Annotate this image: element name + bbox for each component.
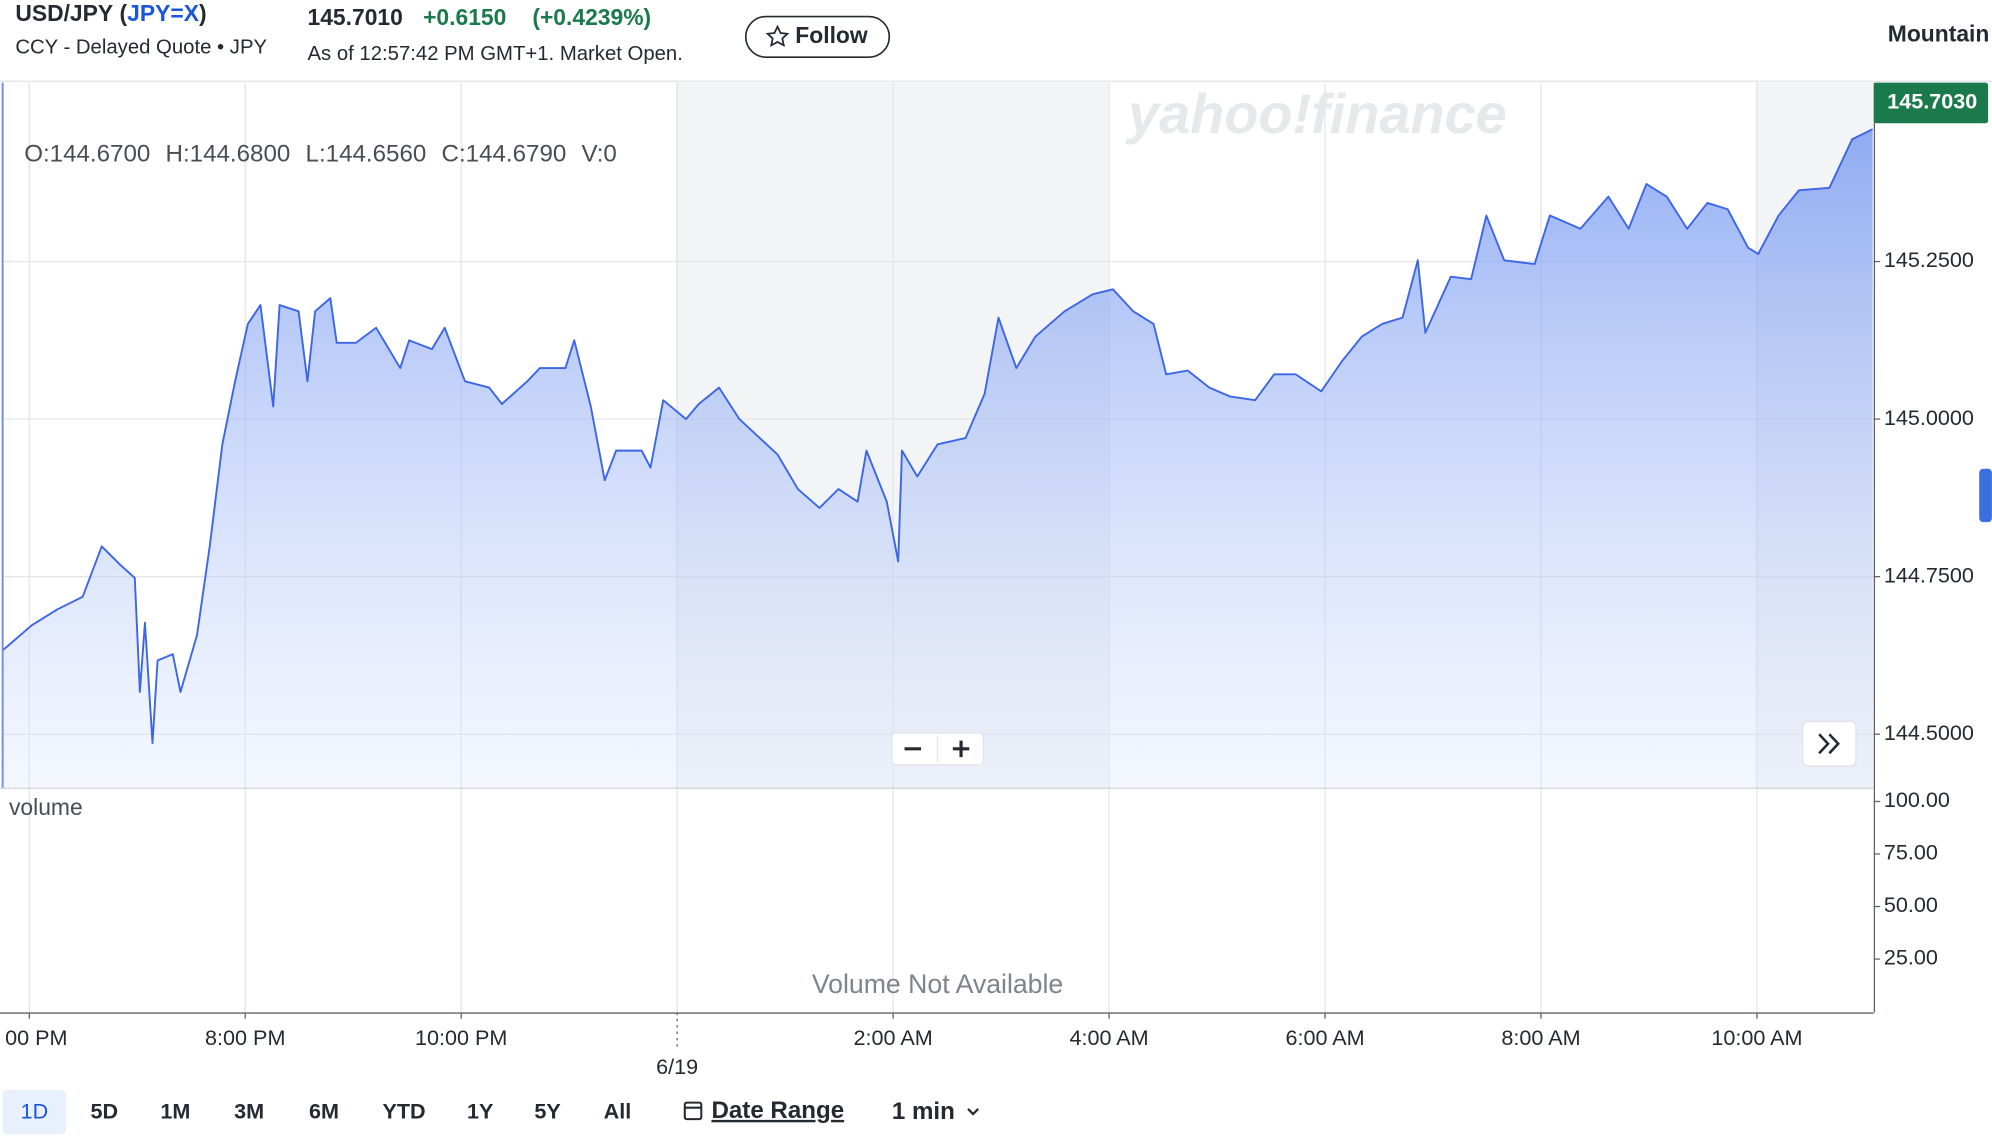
x-tick-label: 6:00 AM (1285, 1025, 1364, 1050)
interval-select[interactable]: 1 min (892, 1098, 980, 1125)
range-button[interactable]: 3M (234, 1098, 264, 1123)
last-price-label: 145.7030 (1887, 89, 1977, 114)
ohlc-value: C:144.6790 (442, 140, 567, 167)
volume-y-tick-label: 25.00 (1884, 945, 1938, 970)
paren: ( (120, 0, 128, 26)
ohlc-value: L:144.6560 (306, 140, 427, 167)
date-range[interactable]: Date Range (711, 1097, 844, 1124)
x-tick-label: 10:00 AM (1711, 1025, 1802, 1050)
x-tick-label: 00 PM (5, 1025, 67, 1050)
y-tick-label: 145.0000 (1884, 405, 1974, 430)
range-button[interactable]: 1Y (467, 1098, 494, 1123)
interval[interactable]: 1 min (892, 1098, 955, 1125)
zoom-in[interactable] (952, 740, 970, 758)
x-tick-label: 8:00 PM (205, 1025, 285, 1050)
change-percent: (+0.4239%) (532, 4, 651, 30)
side-panel-tab[interactable] (1979, 468, 1992, 523)
symbol-name: USD/JPY (15, 0, 113, 26)
x-tick-label: 10:00 PM (415, 1025, 507, 1050)
dropdown-chevron (967, 1108, 980, 1116)
y-tick-label: 144.5000 (1884, 720, 1974, 745)
x-tick-label: 2:00 AM (854, 1025, 933, 1050)
volume-y-tick-label: 100.00 (1884, 787, 1950, 812)
range-selected-bg (2, 1089, 67, 1135)
change: +0.6150 (423, 4, 506, 30)
range-button[interactable]: All (604, 1098, 632, 1123)
volume-y-tick-label: 50.00 (1884, 892, 1938, 917)
range-button[interactable]: YTD (382, 1098, 425, 1123)
y-tick-label: 145.2500 (1884, 247, 1974, 272)
y-tick-label: 144.7500 (1884, 562, 1974, 587)
follow-button[interactable]: Follow (744, 15, 891, 58)
range-button[interactable]: 5Y (534, 1098, 561, 1123)
range-button[interactable]: 6M (309, 1098, 339, 1123)
ohlc: O:144.6700 H:144.6800 L:144.6560 C:144.6790… (24, 140, 617, 167)
price: 145.7010 (307, 4, 402, 30)
range-button[interactable]: 1M (160, 1098, 190, 1123)
area-fill (2, 129, 1873, 788)
chevrons (1818, 733, 1840, 755)
follow-label[interactable]: Follow (795, 22, 868, 48)
volume-y-tick-label: 75.00 (1884, 840, 1938, 865)
watermark: yahoo!finance (1125, 82, 1507, 145)
subtitle: CCY - Delayed Quote • JPY (15, 37, 267, 59)
toolbar: 1D 5D 1M 3M 6M YTD 1Y 5Y All (2, 1089, 632, 1135)
volume-label: volume (9, 794, 83, 820)
paren: ) (199, 0, 207, 26)
as-of: As of 12:57:42 PM GMT+1. Market Open. (307, 43, 682, 65)
ohlc-value: H:144.6800 (166, 140, 291, 167)
volume-note: Volume Not Available (812, 969, 1063, 999)
star-icon (765, 24, 790, 48)
chart-style[interactable]: Mountain (1888, 21, 1990, 47)
last-price-tag (1873, 82, 1989, 124)
ohlc-value: V:0 (582, 140, 617, 167)
range-button[interactable]: 5D (90, 1098, 118, 1123)
scroll-latest[interactable] (1802, 720, 1857, 767)
calendar-icon (683, 1101, 703, 1121)
price-line (2, 128, 1874, 744)
date-range-button[interactable]: Date Range (683, 1097, 844, 1124)
zoom-controls (891, 732, 984, 766)
x-tick-label: 8:00 AM (1501, 1025, 1580, 1050)
plot: volume Volume Not Available (2, 128, 1874, 999)
x-tick-label: 4:00 AM (1069, 1025, 1148, 1050)
range-button[interactable]: 1D (21, 1098, 49, 1123)
symbol-title: USD/JPY (JPY=X) (15, 0, 206, 26)
ohlc-value: O:144.6700 (24, 140, 150, 167)
follow-outline (744, 15, 891, 58)
ticker[interactable]: JPY=X (127, 0, 200, 26)
date-label: 6/19 (656, 1054, 698, 1079)
